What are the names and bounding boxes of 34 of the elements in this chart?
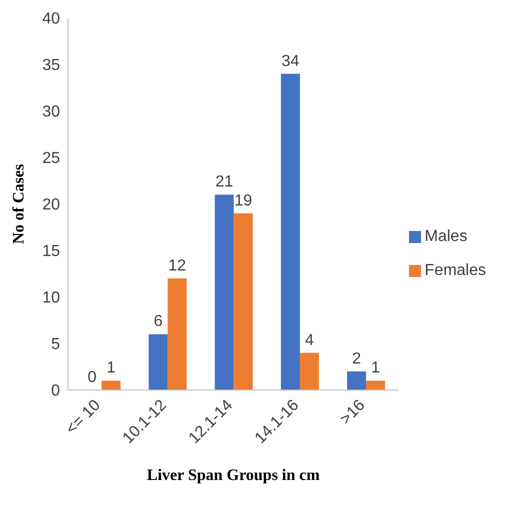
y-tick-label: 25: [42, 150, 60, 168]
bar: [102, 380, 121, 390]
bar: [168, 278, 187, 390]
bar: [280, 74, 300, 390]
legend-label: Males: [424, 228, 468, 245]
data-label: 1: [371, 360, 380, 377]
y-tick-label: 15: [42, 243, 60, 260]
data-label: 1: [106, 360, 116, 377]
bar: [366, 380, 386, 390]
bar: [300, 352, 319, 390]
y-axis-title: No of Cases: [10, 164, 28, 244]
y-tick-label: 10: [42, 290, 60, 307]
x-tick-label: <= 10: [62, 396, 104, 438]
data-label: 6: [154, 313, 163, 330]
bar: [214, 194, 234, 390]
y-tick-label: 30: [42, 104, 60, 121]
y-tick-label: 0: [51, 382, 60, 400]
data-label: 0: [88, 369, 97, 386]
data-label: 4: [304, 332, 314, 349]
y-tick-label: 35: [42, 57, 60, 74]
bar: [148, 334, 168, 390]
data-label: 34: [282, 52, 300, 70]
y-tick-label: 20: [42, 196, 60, 214]
data-label: 12: [168, 257, 186, 274]
y-tick-label: 40: [42, 10, 60, 28]
bar: [347, 371, 366, 390]
y-tick-label: 5: [51, 336, 60, 354]
data-label: 19: [234, 192, 252, 210]
data-label: 21: [215, 174, 234, 191]
bar: [234, 213, 253, 390]
x-tick-label: >16: [337, 396, 368, 428]
legend-label: Females: [424, 262, 486, 279]
x-axis-title: Liver Span Groups in cm: [146, 467, 320, 484]
data-label: 2: [352, 350, 362, 368]
